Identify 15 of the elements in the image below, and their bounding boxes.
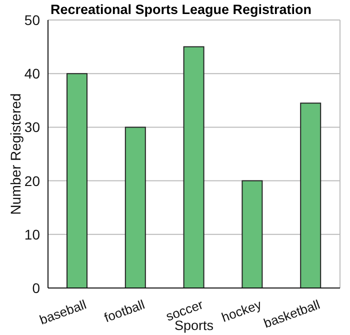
bar xyxy=(124,126,146,288)
y-tick-label: 50 xyxy=(24,12,40,28)
y-tick-label: 10 xyxy=(24,226,40,242)
y-tick-label: 0 xyxy=(32,280,40,296)
bar xyxy=(66,73,88,288)
x-axis-title: Sports xyxy=(174,318,214,333)
y-tick-label: 30 xyxy=(24,119,40,136)
y-tick-label: 40 xyxy=(24,66,40,82)
bar xyxy=(300,102,322,288)
bar xyxy=(183,46,204,288)
x-tick-label: hockey xyxy=(220,296,264,325)
y-axis-title: Number Registered xyxy=(8,93,24,215)
bar xyxy=(242,180,263,288)
chart-title: Recreational Sports League Registration xyxy=(50,2,312,17)
y-tick-label: 20 xyxy=(24,172,40,189)
